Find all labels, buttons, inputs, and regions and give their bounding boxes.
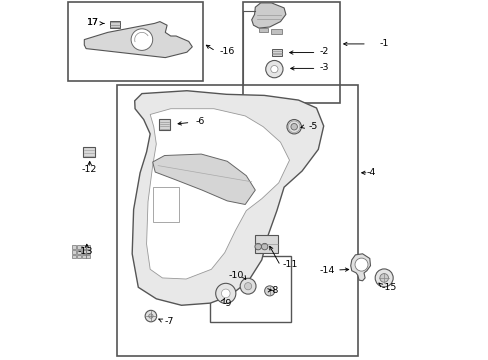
Circle shape xyxy=(261,243,267,250)
Circle shape xyxy=(221,289,230,298)
Bar xyxy=(72,255,76,258)
Bar xyxy=(81,245,85,249)
Bar xyxy=(72,250,76,254)
Bar xyxy=(77,245,81,249)
Bar xyxy=(86,250,90,254)
Bar xyxy=(210,256,291,322)
Circle shape xyxy=(379,274,387,282)
Text: -10: -10 xyxy=(228,271,244,280)
Bar xyxy=(86,255,90,258)
Circle shape xyxy=(270,66,277,73)
Bar xyxy=(258,28,267,32)
Text: -9: -9 xyxy=(223,299,232,307)
Circle shape xyxy=(354,258,367,271)
Bar xyxy=(152,187,178,222)
Polygon shape xyxy=(350,254,370,281)
Bar xyxy=(77,255,81,258)
Text: 17: 17 xyxy=(86,18,99,27)
Text: 17: 17 xyxy=(86,18,99,27)
Text: -11: -11 xyxy=(282,260,297,269)
Bar xyxy=(242,2,339,103)
Circle shape xyxy=(145,310,156,322)
Bar xyxy=(68,2,203,81)
Bar xyxy=(86,245,90,249)
Circle shape xyxy=(290,123,297,130)
Polygon shape xyxy=(251,3,285,28)
Circle shape xyxy=(374,269,392,287)
Circle shape xyxy=(131,29,152,50)
Polygon shape xyxy=(132,91,323,305)
Circle shape xyxy=(244,283,251,290)
Bar xyxy=(254,235,277,253)
Polygon shape xyxy=(152,154,255,204)
Circle shape xyxy=(240,278,256,294)
Text: -2: -2 xyxy=(319,48,328,57)
Text: -7: -7 xyxy=(164,317,174,325)
Circle shape xyxy=(254,243,261,250)
Text: -4: -4 xyxy=(366,168,375,177)
Bar xyxy=(159,119,170,130)
Polygon shape xyxy=(84,22,192,58)
Text: -1: -1 xyxy=(379,40,388,49)
Bar xyxy=(109,21,120,28)
Circle shape xyxy=(265,60,283,78)
Bar xyxy=(81,255,85,258)
Bar xyxy=(77,250,81,254)
Circle shape xyxy=(148,314,153,318)
Bar xyxy=(271,29,282,34)
Text: -5: -5 xyxy=(308,122,317,131)
Text: -3: -3 xyxy=(319,63,328,72)
Bar xyxy=(81,250,85,254)
Bar xyxy=(272,49,281,56)
Bar xyxy=(72,245,76,249)
Bar xyxy=(117,85,357,356)
Polygon shape xyxy=(146,109,289,279)
Circle shape xyxy=(215,283,235,303)
Text: -12: -12 xyxy=(82,166,97,175)
Circle shape xyxy=(286,120,301,134)
Text: -6: -6 xyxy=(196,117,205,126)
Text: -8: -8 xyxy=(269,286,279,295)
Bar xyxy=(82,147,95,157)
Text: -15: -15 xyxy=(381,283,396,292)
Text: -14: -14 xyxy=(319,266,335,275)
Text: -16: -16 xyxy=(219,47,234,56)
Circle shape xyxy=(264,286,274,296)
Text: -13: -13 xyxy=(78,247,93,256)
